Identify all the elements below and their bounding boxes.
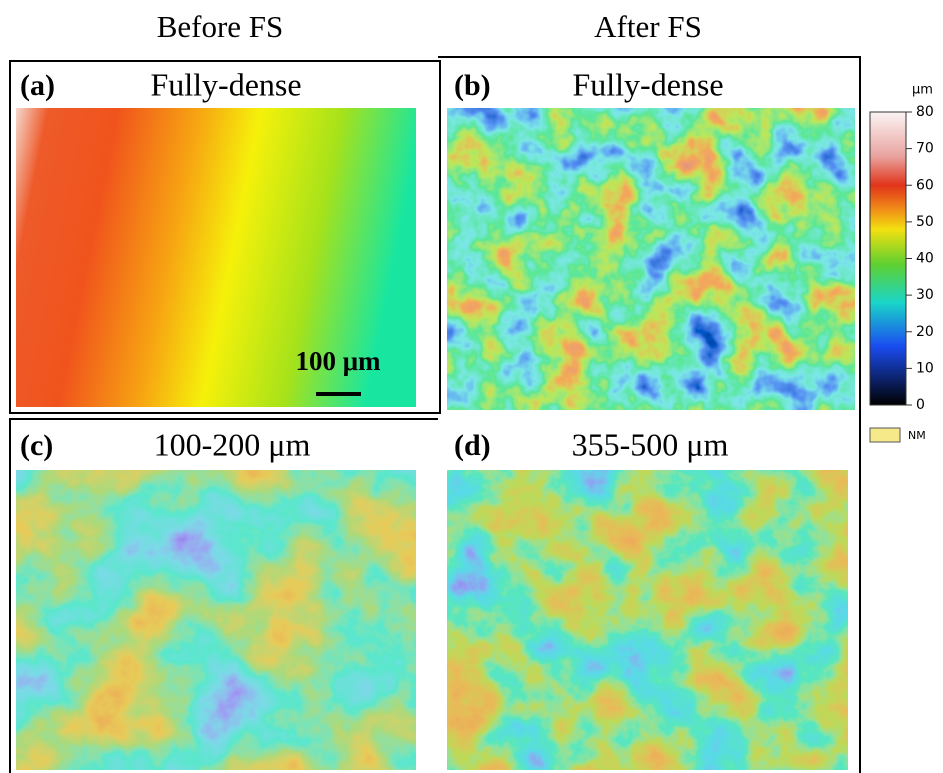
colorbar — [869, 111, 907, 406]
column-heading: After FS — [594, 9, 702, 44]
panel-title: 100-200 μm — [154, 426, 311, 462]
nm-swatch — [869, 427, 901, 443]
colorbar-tick-label: 50 — [916, 214, 934, 230]
colorbar-tick-label: 0 — [916, 397, 925, 413]
colorbar-tick-label: 70 — [916, 141, 934, 157]
colorbar-tick-label: 30 — [916, 287, 934, 303]
panel-title: 355-500 μm — [572, 426, 729, 462]
column-heading: Before FS — [157, 9, 284, 44]
panel-title: Fully-dense — [572, 66, 723, 102]
height-map-c — [16, 470, 416, 770]
frame-after — [9, 56, 861, 773]
colorbar-ticks: 0 10 20 30 40 50 60 70 80 — [906, 104, 934, 413]
panel-letter: (a) — [20, 69, 55, 102]
frame-before — [9, 60, 441, 414]
scale-bar-label: 100 μm — [295, 346, 381, 376]
colorbar-tick-label: 60 — [916, 177, 934, 193]
colorbar-tick-label: 10 — [916, 360, 934, 376]
height-map-b — [447, 108, 855, 410]
panel-letter: (b) — [454, 69, 491, 102]
panel-title: Fully-dense — [150, 66, 301, 102]
colorbar-unit: μm — [912, 83, 933, 98]
legend-label: NM — [908, 429, 926, 442]
height-map-a — [16, 108, 416, 407]
height-map-d — [447, 470, 848, 770]
panel-letter: (c) — [20, 429, 53, 462]
panel-letter: (d) — [454, 429, 491, 462]
colorbar-tick-label: 40 — [916, 251, 934, 267]
colorbar-tick-label: 80 — [916, 104, 934, 120]
colorbar-tick-label: 20 — [916, 324, 934, 340]
